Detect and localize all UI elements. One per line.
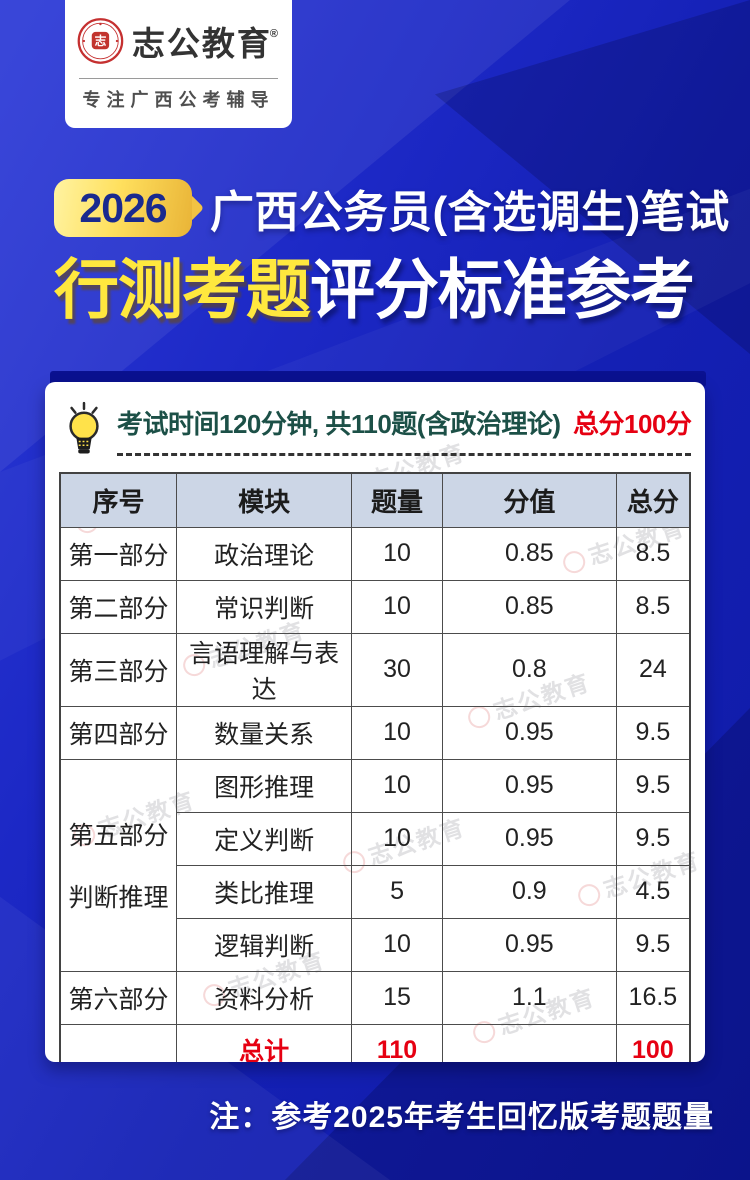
table-header-row: 序号 模块 题量 分值 总分 [59, 472, 691, 528]
total-label: 总计 [176, 1023, 353, 1062]
total-score: 100 [615, 1023, 691, 1062]
title-line2-rest: 评分标准参考 [310, 253, 695, 326]
col-header-total: 总分 [615, 472, 691, 528]
brand-name-text: 志公教育 [131, 25, 272, 62]
cell-total: 9.5 [615, 811, 691, 866]
empty-cell [59, 1023, 178, 1062]
cell-total: 24 [615, 632, 691, 707]
cell-module: 图形推理 [176, 758, 353, 813]
year-badge: 2026 [54, 179, 192, 237]
cell-module: 定义判断 [176, 811, 353, 866]
cell-module: 政治理论 [176, 526, 353, 581]
table-row: 第五部分 判断推理 图形推理 10 0.95 9.5 [59, 758, 691, 972]
table-row: 第二部分 常识判断 10 0.85 8.5 [59, 579, 691, 634]
cell-module: 类比推理 [176, 864, 353, 919]
brand-row: 志 志公教育® [77, 10, 280, 72]
cell-total: 9.5 [615, 758, 691, 813]
cell-part: 第四部分 [59, 705, 178, 760]
cell-count: 10 [351, 811, 443, 866]
cell-total: 9.5 [615, 917, 691, 972]
cell-part-line2: 判断推理 [68, 884, 169, 912]
table-row: 第三部分 言语理解与表达 30 0.8 24 [59, 632, 691, 707]
cell-total: 16.5 [615, 970, 691, 1025]
table-row: 定义判断 10 0.95 9.5 [60, 811, 691, 866]
content-card: 志公教育 志公教育 志公教育 志公教育 志公教育 志公教育 志公教育 志公教育 … [45, 382, 705, 1062]
col-header-module: 模块 [176, 472, 353, 528]
cell-value: 1.1 [441, 970, 617, 1025]
cell-value: 0.95 [441, 811, 617, 866]
exam-info-row: 考试时间120分钟, 共110题(含政治理论) 总分100分 [59, 394, 692, 458]
table-total-row: 总计 110 100 [59, 1023, 691, 1062]
table-row: 逻辑判断 10 0.95 9.5 [60, 917, 691, 972]
cell-count: 10 [351, 917, 443, 972]
seal-character: 志 [95, 34, 107, 48]
cell-count: 15 [351, 970, 443, 1025]
col-header-value: 分值 [441, 472, 617, 528]
logo-divider [79, 78, 278, 79]
cell-count: 10 [351, 758, 443, 813]
cell-part: 第二部分 [59, 579, 178, 634]
lightbulb-icon [69, 401, 99, 454]
cell-total: 8.5 [615, 579, 691, 634]
registered-mark: ® [269, 28, 280, 40]
title-line1: 广西公务员(含选调生)笔试 [210, 188, 730, 237]
cell-value: 0.85 [441, 579, 617, 634]
cell-part: 第一部分 [59, 526, 178, 581]
cell-value: 0.95 [441, 758, 617, 813]
logo-card: 志 志公教育® 专注广西公考辅导 [65, 0, 292, 128]
cell-count: 5 [351, 864, 443, 919]
cell-module: 逻辑判断 [176, 917, 353, 972]
brand-seal-icon: 志 [77, 18, 124, 64]
cell-part-line1: 第五部分 [68, 822, 169, 850]
score-table: 序号 模块 题量 分值 总分 第一部分 政治理论 10 0.85 8.5 第二部… [59, 472, 691, 1062]
cell-count: 10 [351, 579, 443, 634]
exam-info: 考试时间120分钟, 共110题(含政治理论) 总分100分 [117, 398, 692, 456]
cell-count: 30 [351, 632, 443, 707]
year-badge-text: 2026 [79, 184, 167, 231]
exam-info-highlight: 总分100分 [573, 409, 692, 439]
footnote: 注：参考2025年考生回忆版考题题量 [209, 1101, 714, 1134]
cell-value: 0.95 [441, 917, 617, 972]
title-block: 2026 广西公务员(含选调生)笔试 行测考题评分标准参考 [54, 176, 729, 326]
title-row1: 2026 广西公务员(含选调生)笔试 [54, 176, 729, 240]
cell-value: 0.8 [441, 632, 617, 707]
empty-cell [441, 1023, 617, 1062]
cell-count: 10 [351, 705, 443, 760]
cell-value: 0.9 [441, 864, 617, 919]
cell-module: 资料分析 [176, 970, 353, 1025]
brand-tagline: 专注广西公考辅导 [82, 90, 275, 110]
total-count: 110 [351, 1023, 443, 1062]
title-line2-highlight: 行测考题 [54, 253, 311, 326]
cell-total: 8.5 [615, 526, 691, 581]
title-line2: 行测考题评分标准参考 [54, 253, 724, 326]
cell-module: 数量关系 [176, 705, 353, 760]
exam-info-text: 考试时间120分钟, 共110题(含政治理论) [117, 409, 561, 439]
cell-part: 第三部分 [59, 632, 178, 707]
cell-value: 0.95 [441, 705, 617, 760]
col-header-part: 序号 [59, 472, 178, 528]
cell-total: 9.5 [615, 705, 691, 760]
table-row: 第四部分 数量关系 10 0.95 9.5 [59, 705, 691, 760]
table-row: 第六部分 资料分析 15 1.1 16.5 [59, 970, 691, 1025]
cell-count: 10 [351, 526, 443, 581]
cell-total: 4.5 [615, 864, 691, 919]
cell-module: 常识判断 [176, 579, 353, 634]
brand-name: 志公教育® [132, 17, 280, 65]
cell-part: 第六部分 [59, 970, 178, 1025]
col-header-count: 题量 [351, 472, 443, 528]
cell-part-merged: 第五部分 判断推理 [59, 758, 178, 972]
part-stack: 第五部分 判断推理 [61, 816, 176, 914]
table-row: 第一部分 政治理论 10 0.85 8.5 [59, 526, 691, 581]
table-row: 类比推理 5 0.9 4.5 [60, 864, 691, 919]
cell-module: 言语理解与表达 [176, 632, 353, 707]
cell-value: 0.85 [441, 526, 617, 581]
